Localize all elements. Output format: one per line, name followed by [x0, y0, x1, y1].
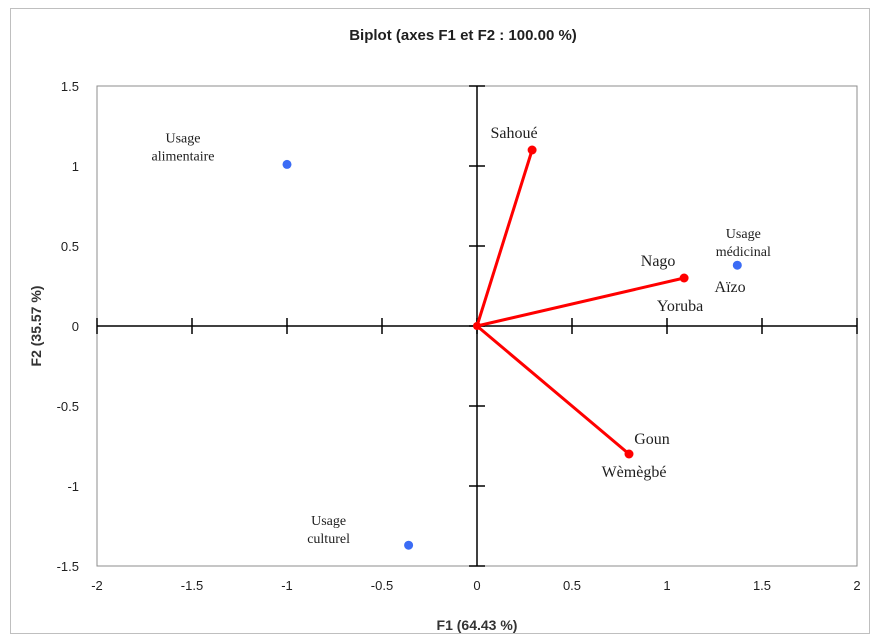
- y-tick-labels: 1.5 1 0.5 0 -0.5 -1 -1.5: [57, 79, 79, 574]
- x-tick-label: 2: [853, 578, 860, 593]
- variable-label: Nago: [641, 253, 676, 270]
- observation-label: Usage: [726, 227, 761, 242]
- chart-title: Biplot (axes F1 et F2 : 100.00 %): [349, 27, 577, 44]
- biplot-chart: Biplot (axes F1 et F2 : 100.00 %) -2 -1.5…: [28, 27, 861, 633]
- observation-label: médicinal: [716, 245, 771, 260]
- y-axis-title: F2 (35.57 %): [28, 286, 44, 367]
- variable-vector: [476, 276, 685, 328]
- x-axis-title: F1 (64.43 %): [437, 617, 518, 633]
- y-tick-label: -1.5: [57, 559, 79, 574]
- x-tick-label: -1: [281, 578, 293, 593]
- variable-vector: [476, 324, 630, 456]
- y-tick-label: -0.5: [57, 399, 79, 414]
- x-tick-label: 1: [663, 578, 670, 593]
- observation-points: [282, 159, 742, 550]
- point-labels: Sahoué Nago Aïzo Yoruba Goun Wèmègbé Usage alim…: [152, 125, 771, 547]
- x-tick-label: 0: [473, 578, 480, 593]
- x-tick-label: -2: [91, 578, 103, 593]
- variable-label: Sahoué: [491, 125, 538, 142]
- variable-label: Aïzo: [715, 279, 746, 296]
- y-tick-label: 0: [72, 319, 79, 334]
- observation-point: [404, 540, 414, 550]
- x-tick-label: 1.5: [753, 578, 771, 593]
- x-tick-label: 0.5: [563, 578, 581, 593]
- observation-point: [282, 159, 292, 169]
- x-tick-labels: -2 -1.5 -1 -0.5 0 0.5 1 1.5 2: [91, 578, 860, 593]
- variable-point: [624, 449, 634, 459]
- origin-point: [473, 322, 481, 330]
- observation-label: culturel: [307, 532, 350, 547]
- variable-label: Goun: [634, 431, 670, 448]
- observation-label: alimentaire: [152, 149, 215, 164]
- variable-label: Wèmègbé: [602, 464, 667, 481]
- y-tick-label: 1: [72, 159, 79, 174]
- observation-point: [732, 260, 742, 270]
- y-tick-label: 0.5: [61, 239, 79, 254]
- chart-frame: Biplot (axes F1 et F2 : 100.00 %) -2 -1.5…: [10, 8, 870, 634]
- variable-point: [527, 145, 537, 155]
- y-tick-label: 1.5: [61, 79, 79, 94]
- x-tick-label: -0.5: [371, 578, 393, 593]
- x-tick-label: -1.5: [181, 578, 203, 593]
- variable-point: [679, 273, 689, 283]
- variable-vector: [475, 149, 534, 327]
- y-tick-label: -1: [67, 479, 79, 494]
- variable-label: Yoruba: [657, 298, 703, 315]
- variable-vectors: [473, 145, 689, 459]
- observation-label: Usage: [166, 131, 201, 146]
- observation-label: Usage: [311, 514, 346, 529]
